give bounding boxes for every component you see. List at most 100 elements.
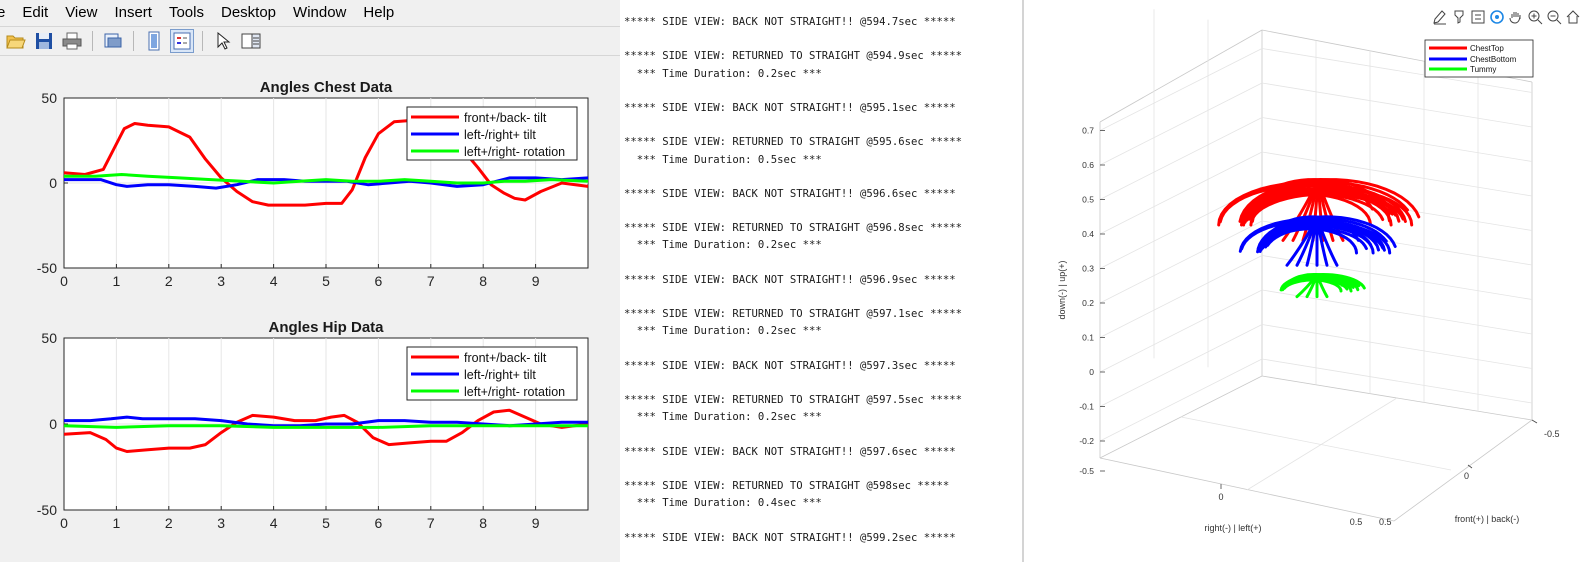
hip-angles-axes[interactable]: Angles Hip Data 0 1 2 3 4 5 6 7 8 9500-50front+/b… [0,297,620,562]
left-wall-gridline [1099,151,1263,235]
chest-y-tick-label: -50 [37,260,57,276]
menu-view[interactable]: View [65,3,98,21]
save-icon[interactable] [32,29,56,53]
z-tick-label: 0 [1464,471,1469,481]
vertical-tick-label: 0 [1089,367,1094,377]
chest-chart-title: Angles Chest Data [260,79,393,96]
chest-x-tick-label: 6 [375,273,383,289]
print-icon[interactable] [60,29,84,53]
console-line [624,341,962,358]
chest-legend-entry: left-/right+ tilt [464,128,536,142]
vertical-tick-label: 0.2 [1082,298,1094,308]
traj-red-stroke [1250,189,1405,221]
console-line: ***** SIDE VIEW: RETURNED TO STRAIGHT @5… [624,394,963,407]
back-wall-gridline [1261,117,1533,162]
home-icon[interactable] [1564,8,1581,25]
console-line [624,203,962,220]
property-inspector-icon[interactable] [239,29,263,53]
pointer-icon[interactable] [211,29,235,53]
pane-divider[interactable] [1022,0,1024,562]
console-line [624,375,962,392]
hip-x-tick-label: 5 [322,515,330,531]
z-axis-label: front(+) | back(-) [1455,514,1520,524]
chest-series-line-0 [63,118,589,207]
colorbar-icon[interactable] [142,29,166,53]
menu-edit[interactable]: Edit [22,3,49,21]
console-line [624,427,962,444]
console-line: ***** SIDE VIEW: BACK NOT STRAIGHT!! @59… [624,187,956,200]
console-line [624,83,962,100]
menu-help[interactable]: Help [363,3,395,21]
z-tick-label: 0.5 [1379,517,1392,527]
toolbar-separator [202,31,203,51]
3d-legend[interactable]: ChestTop ChestBottom Tummy [1424,39,1534,78]
zoom-in-icon[interactable] [1526,8,1543,25]
chest-y-tick-label: 0 [49,175,57,191]
console-line: ***** SIDE VIEW: RETURNED TO STRAIGHT @5… [624,308,963,321]
vertical-tick-label: 0.7 [1082,126,1094,136]
chest-angles-axes[interactable]: Angles Chest Data 0 1 2 3 4 5 6 7 8 9500-50front+… [0,57,620,292]
console-line: ***** SIDE VIEW: BACK NOT STRAIGHT!! @59… [624,359,956,372]
hip-legend-entry: front+/back- tilt [464,351,547,365]
open-file-icon[interactable] [4,29,28,53]
console-line: *** Time Duration: 0.2sec *** [624,67,822,80]
console-line [624,169,962,186]
left-wall-gridline [1099,82,1263,166]
chestbottom-trajectories [1238,215,1397,267]
menu-file[interactable]: e [0,3,6,21]
menu-desktop[interactable]: Desktop [221,3,277,21]
console-line [624,31,962,48]
zoom-out-icon[interactable] [1545,8,1562,25]
hip-series-line-0 [63,408,589,453]
left-wall-gridline [1099,117,1263,200]
x-tick-label: 0.5 [1350,517,1363,527]
legend-entry-chestbottom: ChestBottom [1470,55,1517,64]
hip-x-tick-label: 1 [113,515,121,531]
hip-x-tick-label: 3 [217,515,225,531]
vertical-tick-label: -0.5 [1079,466,1094,476]
pan-hand-icon[interactable] [1507,8,1524,25]
hip-legend-entry: left+/right- rotation [464,385,565,399]
legend-icon[interactable] [170,29,194,53]
traj-blue-stroke [1266,224,1385,250]
console-line: ***** SIDE VIEW: BACK NOT STRAIGHT!! @59… [624,101,956,114]
z-tick-label: -0.5 [1544,429,1560,439]
figure-toolbar [0,26,620,56]
console-line: ***** SIDE VIEW: BACK NOT STRAIGHT!! @59… [624,16,956,28]
back-wall-gridline [1261,358,1533,404]
hip-x-tick-label: 0 [60,515,68,531]
rotate-3d-icon[interactable] [1488,8,1505,25]
x-tick-label: 0 [1218,492,1223,502]
legend-toggle-icon[interactable] [1469,8,1486,25]
console-line: *** Time Duration: 0.4sec *** [624,497,822,510]
hip-legend-entry: left-/right+ tilt [464,368,536,382]
print-preview-icon[interactable] [101,29,125,53]
vertical-axis-label: down(-) | up(+) [1057,260,1067,319]
floor-gridline [1180,416,1452,471]
brush-icon[interactable] [1431,8,1448,25]
hip-series-line-2 [63,424,588,429]
data-tips-icon[interactable] [1450,8,1467,25]
menu-tools[interactable]: Tools [168,3,204,21]
left-wall-gridline [1099,358,1263,442]
hip-x-tick-label: 4 [270,515,278,531]
back-wall-gridline [1261,324,1533,369]
axes-toolbar [1431,8,1581,25]
left-wall-gridline [1099,289,1263,373]
menu-bar: e Edit View Insert Tools Desktop Window … [0,0,620,24]
figure-window: e Edit View Insert Tools Desktop Window … [0,0,620,562]
chest-x-tick-label: 4 [270,273,278,289]
hip-x-tick-label: 7 [427,515,435,531]
command-window-output[interactable]: ***** SIDE VIEW: BACK NOT STRAIGHT!! @59… [620,0,1022,562]
vertical-axis-ticks: 0.7 0.6 0.5 0.4 0.3 0.2 0.1 0 -0.1 -0.2 -0.5 [1079,126,1105,476]
posture-3d-figure: 0.7 0.6 0.5 0.4 0.3 0.2 0.1 0 -0.1 -0.2 -0.5 0 0.5… [1024,0,1593,562]
posture-3d-axes[interactable]: 0.7 0.6 0.5 0.4 0.3 0.2 0.1 0 -0.1 -0.2 -0.5 0 0.5… [1024,0,1593,562]
chest-x-tick-label: 8 [479,273,487,289]
menu-insert[interactable]: Insert [114,3,152,21]
vertical-tick-label: -0.1 [1079,402,1094,412]
menu-window[interactable]: Window [293,3,347,21]
console-line: ***** SIDE VIEW: RETURNED TO STRAIGHT @5… [624,222,963,235]
console-text-block: ***** SIDE VIEW: BACK NOT STRAIGHT!! @59… [624,14,962,547]
traj-red-stroke [1250,177,1391,223]
back-wall-gridline [1261,82,1533,128]
